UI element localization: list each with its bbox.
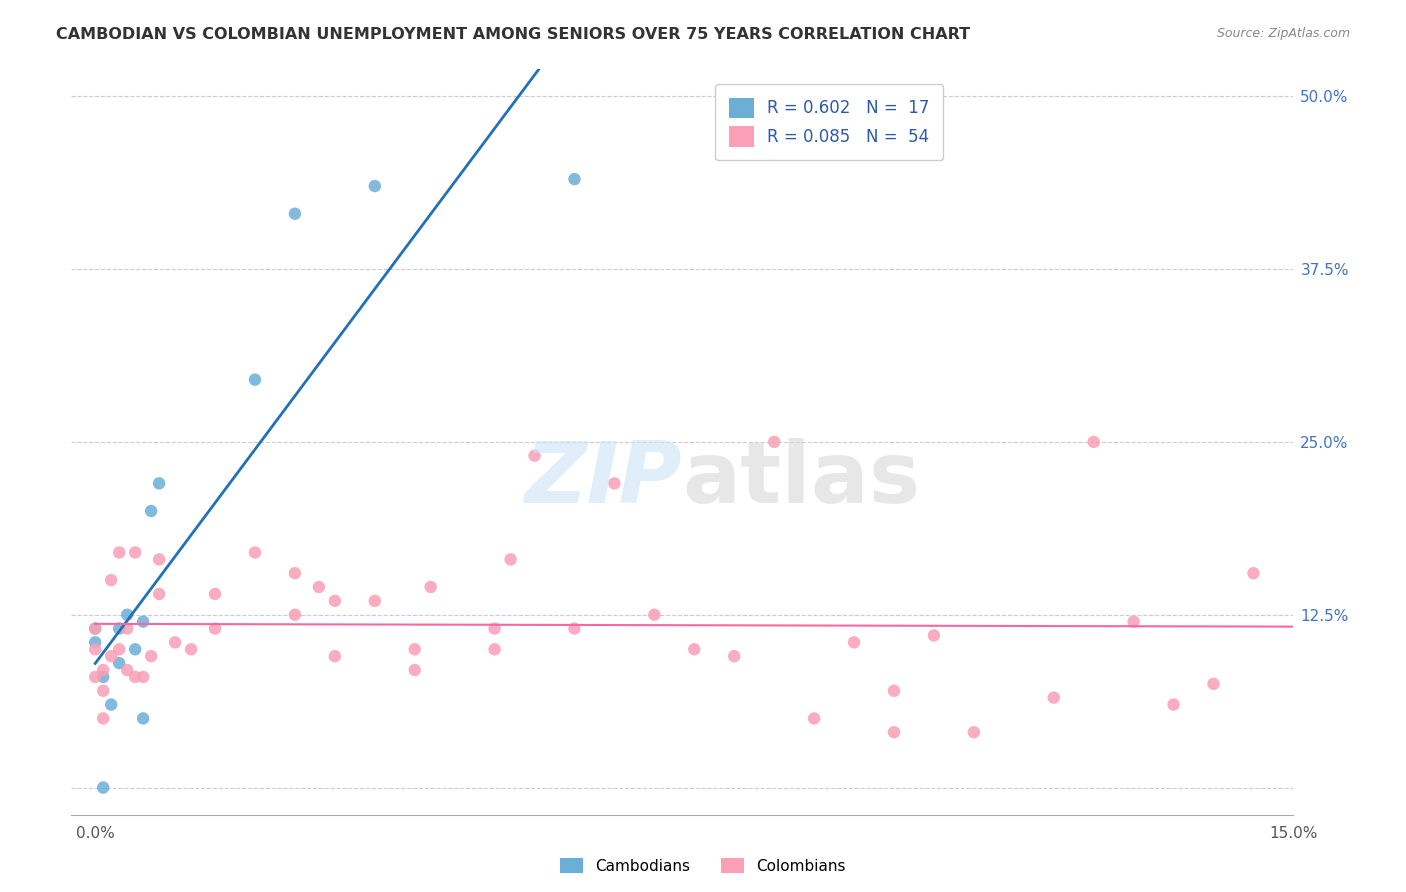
Point <box>1241 566 1264 581</box>
Point <box>523 449 546 463</box>
Point <box>308 580 330 594</box>
Point <box>139 504 162 518</box>
Point <box>84 622 107 636</box>
Point <box>883 683 905 698</box>
Point <box>484 642 506 657</box>
Text: Source: ZipAtlas.com: Source: ZipAtlas.com <box>1216 27 1350 40</box>
Point <box>91 711 114 725</box>
Point <box>139 649 162 664</box>
Point <box>323 594 346 608</box>
Point <box>1083 434 1105 449</box>
Point <box>763 434 786 449</box>
Point <box>323 649 346 664</box>
Point <box>564 172 586 186</box>
Legend: Cambodians, Colombians: Cambodians, Colombians <box>554 852 852 880</box>
Text: ZIP: ZIP <box>524 438 682 521</box>
Point <box>165 635 187 649</box>
Point <box>84 622 107 636</box>
Point <box>108 545 131 559</box>
Point <box>124 670 146 684</box>
Point <box>108 656 131 670</box>
Point <box>1202 677 1225 691</box>
Point <box>108 642 131 657</box>
Point <box>115 663 138 677</box>
Point <box>364 179 387 194</box>
Point <box>1163 698 1185 712</box>
Point <box>91 663 114 677</box>
Point <box>484 622 506 636</box>
Point <box>204 587 226 601</box>
Point <box>499 552 522 566</box>
Point <box>883 725 905 739</box>
Point <box>84 642 107 657</box>
Point <box>91 670 114 684</box>
Point <box>683 642 706 657</box>
Point <box>148 587 170 601</box>
Point <box>564 622 586 636</box>
Point <box>100 649 122 664</box>
Point <box>91 780 114 795</box>
Point <box>1122 615 1144 629</box>
Point <box>284 566 307 581</box>
Point <box>132 615 155 629</box>
Legend: R = 0.602   N =  17, R = 0.085   N =  54: R = 0.602 N = 17, R = 0.085 N = 54 <box>716 85 943 160</box>
Point <box>842 635 865 649</box>
Point <box>148 476 170 491</box>
Point <box>922 628 945 642</box>
Point <box>100 698 122 712</box>
Point <box>100 573 122 587</box>
Point <box>115 622 138 636</box>
Point <box>364 594 387 608</box>
Point <box>84 670 107 684</box>
Point <box>108 622 131 636</box>
Point <box>643 607 665 622</box>
Point <box>115 607 138 622</box>
Point <box>419 580 441 594</box>
Point <box>124 545 146 559</box>
Point <box>243 373 266 387</box>
Point <box>1042 690 1064 705</box>
Point <box>284 207 307 221</box>
Point <box>204 622 226 636</box>
Point <box>803 711 825 725</box>
Point <box>284 607 307 622</box>
Point <box>723 649 745 664</box>
Point <box>132 670 155 684</box>
Text: CAMBODIAN VS COLOMBIAN UNEMPLOYMENT AMONG SENIORS OVER 75 YEARS CORRELATION CHAR: CAMBODIAN VS COLOMBIAN UNEMPLOYMENT AMON… <box>56 27 970 42</box>
Text: atlas: atlas <box>682 438 921 521</box>
Point <box>404 663 426 677</box>
Point <box>404 642 426 657</box>
Point <box>84 635 107 649</box>
Point <box>180 642 202 657</box>
Point <box>91 683 114 698</box>
Point <box>124 642 146 657</box>
Point <box>148 552 170 566</box>
Point <box>132 711 155 725</box>
Point <box>243 545 266 559</box>
Point <box>963 725 986 739</box>
Point <box>603 476 626 491</box>
